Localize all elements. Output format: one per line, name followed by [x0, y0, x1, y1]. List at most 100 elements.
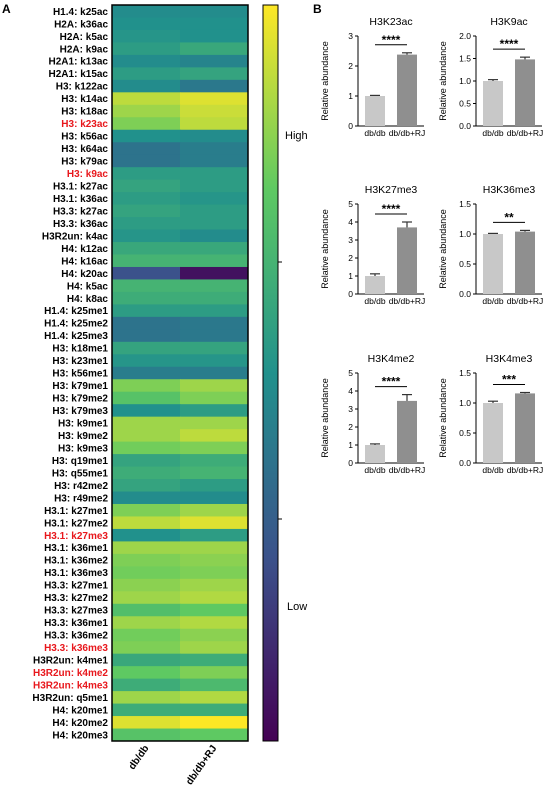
x-tick-label: db/db+RJ	[507, 465, 544, 475]
bar	[397, 54, 417, 126]
x-tick-label: db/db+RJ	[389, 128, 426, 138]
heatmap-cell	[180, 416, 249, 430]
heatmap-cell	[112, 204, 181, 218]
heatmap-cell	[180, 341, 249, 355]
heatmap-row-label: H4: k5ac	[67, 281, 109, 292]
heatmap-cell	[180, 229, 249, 243]
heatmap-cell	[180, 566, 249, 580]
colorbar	[262, 4, 279, 742]
heatmap-cell	[180, 329, 249, 343]
heatmap-cell	[112, 716, 181, 730]
heatmap-row-label: H3: k79me3	[52, 406, 108, 417]
heatmap-row-label: H3: k56ac	[61, 132, 108, 143]
heatmap-row-label: H3: k23me1	[52, 356, 108, 367]
significance-stars: ****	[382, 375, 401, 389]
heatmap-cell	[112, 142, 181, 156]
bar	[483, 403, 503, 463]
heatmap-cell	[180, 404, 249, 418]
heatmap-row-label: H3: k18ac	[61, 107, 108, 118]
heatmap-cell	[112, 416, 181, 430]
heatmap-cell	[180, 391, 249, 405]
heatmap-cell	[112, 466, 181, 480]
bar-chart-h3k36me3: H3K36me3 Relative abundance 0.0 0.5 1.0 1.5 db…	[438, 184, 543, 306]
y-tick-label: 0.5	[459, 259, 471, 269]
heatmap-row-label: H3.3: k36me3	[44, 643, 108, 654]
x-tick-label: db/db	[364, 128, 386, 138]
x-tick-label: db/db	[364, 465, 386, 475]
heatmap-cell	[180, 167, 249, 181]
heatmap-cell	[112, 666, 181, 680]
bar	[515, 59, 535, 126]
heatmap-cell	[180, 528, 249, 542]
heatmap-cell	[112, 316, 181, 330]
heatmap-row-label: H1.4: k25me3	[44, 331, 108, 342]
significance-stars: ****	[382, 202, 401, 216]
y-tick-label: 5	[348, 199, 353, 209]
heatmap-row-label: H3: q19me1	[52, 456, 109, 467]
heatmap-row-label: H3.1: k27me3	[44, 531, 108, 542]
x-tick-label: db/db+RJ	[389, 296, 426, 306]
heatmap-cell	[112, 341, 181, 355]
bar	[365, 445, 385, 463]
y-tick-label: 3	[348, 31, 353, 41]
heatmap-cell	[180, 479, 249, 493]
heatmap-cell	[180, 603, 249, 617]
heatmap-row-label: H3R2un: k4ac	[42, 231, 109, 242]
y-tick-label: 2	[348, 253, 353, 263]
significance-stars: ***	[502, 373, 516, 387]
colorbar-low-label: Low	[287, 601, 307, 613]
bar-chart-h3k27me3: H3K27me3 Relative abundance 0 1 2 3 4 5 db/db db/…	[320, 184, 426, 306]
heatmap-row-label: H3: k9me2	[58, 431, 108, 442]
heatmap-row-label: H3.1: k36ac	[53, 194, 108, 205]
y-tick-label: 1	[348, 440, 353, 450]
heatmap-row-label: H3.1: k36me2	[44, 556, 108, 567]
heatmap-cell	[180, 441, 249, 455]
heatmap-cell	[180, 17, 249, 31]
heatmap-cell	[180, 466, 249, 480]
heatmap-row-label: H3R2un: q5me1	[32, 693, 108, 704]
heatmap-cell	[180, 491, 249, 505]
y-tick-label: 0	[348, 458, 353, 468]
heatmap-cell	[180, 142, 249, 156]
heatmap-row-label: H2A1: k13ac	[49, 57, 109, 68]
heatmap-row-label: H3.3: k27me1	[44, 581, 108, 592]
heatmap-cell	[180, 703, 249, 717]
heatmap-row-label: H1.4: k25ac	[53, 7, 108, 18]
y-tick-label: 1.0	[459, 76, 471, 86]
heatmap-cell	[180, 616, 249, 630]
heatmap-cell	[180, 678, 249, 692]
y-tick-label: 0	[348, 121, 353, 131]
heatmap-cell	[112, 154, 181, 168]
heatmap-cell	[112, 92, 181, 106]
heatmap-cell	[180, 591, 249, 605]
y-tick-label: 0.5	[459, 99, 471, 109]
heatmap-cell	[112, 691, 181, 705]
heatmap-row-label: H3: k9me3	[58, 443, 108, 454]
heatmap-cell	[180, 716, 249, 730]
heatmap-cell	[180, 641, 249, 655]
y-axis-label: Relative abundance	[320, 41, 330, 121]
heatmap-cell	[112, 354, 181, 368]
x-tick-label: db/db	[482, 128, 504, 138]
bar	[483, 81, 503, 126]
heatmap-cell	[180, 92, 249, 106]
heatmap-row-label: H3: q55me1	[52, 468, 109, 479]
y-tick-label: 2	[348, 61, 353, 71]
heatmap-cell	[180, 429, 249, 443]
x-tick-label: db/db+RJ	[389, 465, 426, 475]
y-tick-label: 0.0	[459, 289, 471, 299]
heatmap-cell	[112, 603, 181, 617]
heatmap-cell	[180, 104, 249, 118]
heatmap-cell	[180, 454, 249, 468]
bar-chart-h3k4me3: H3K4me3 Relative abundance 0.0 0.5 1.0 1.5 db/…	[438, 353, 544, 475]
heatmap-row-label: H2A1: k15ac	[49, 69, 109, 80]
y-tick-label: 1.5	[459, 199, 471, 209]
bar	[483, 234, 503, 294]
x-tick-label: db/db	[482, 296, 504, 306]
heatmap-cell	[112, 5, 181, 18]
significance-stars: **	[504, 210, 514, 224]
heatmap-row-label: H4: k8ac	[67, 294, 109, 305]
heatmap-row-label: H3: r49me2	[54, 493, 108, 504]
significance-stars: ****	[500, 37, 519, 51]
